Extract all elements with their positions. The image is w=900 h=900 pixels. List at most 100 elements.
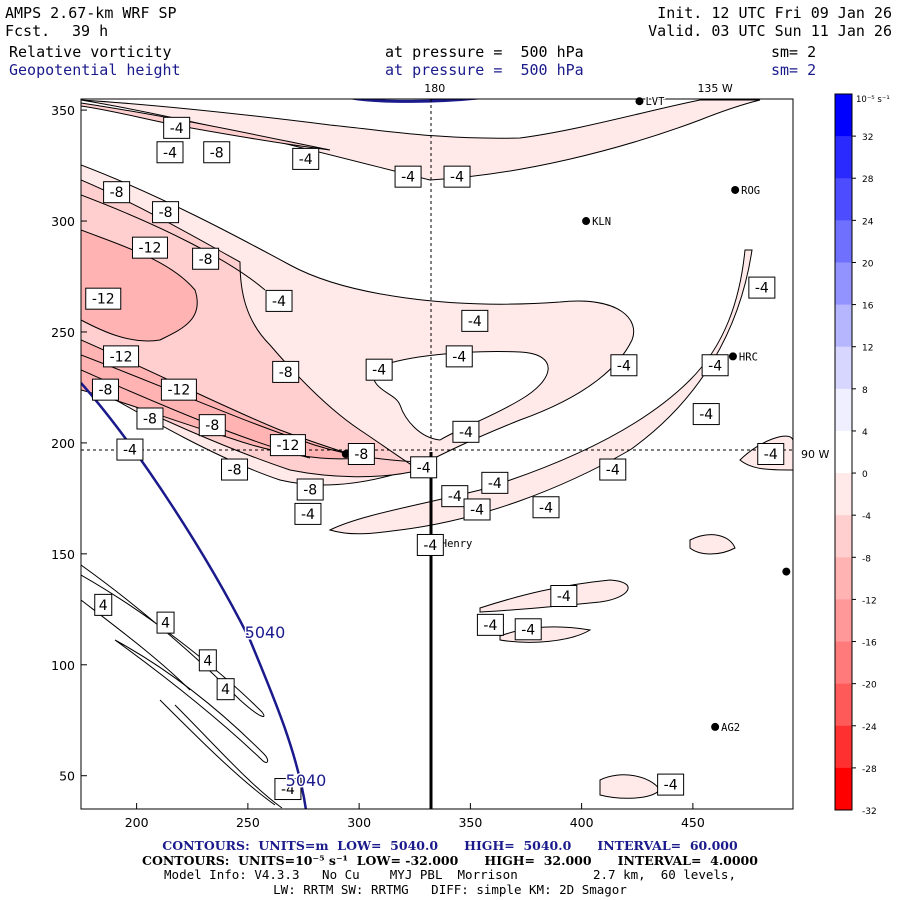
valid-time: Valid. 03 UTC Sun 11 Jan 26 [648,22,892,40]
contour-label: -4 [459,425,473,441]
colorbar-swatch [835,473,852,516]
contour-label-box [657,773,685,796]
contour-label: -4 [470,502,484,518]
colorbar-label: -12 [862,596,877,606]
contour-label-box [131,236,168,259]
y-tick-label: 50 [59,769,75,784]
field2-smoothing: sm= 2 [771,61,817,79]
height-contour-info: CONTOURS: UNITS=m LOW= 5040.0 HIGH= 5040… [162,838,738,853]
colorbar-unit: 10⁻⁵ s⁻¹ [856,95,890,105]
colorbar-frame [834,93,853,811]
contour-label: -4 [170,121,184,137]
positive-streak-2 [114,639,269,763]
y-tick-label: 350 [51,103,75,118]
contour-label-box [550,585,578,607]
colorbar-label: 20 [862,259,874,269]
field1-name: Relative vorticity [9,43,172,61]
station-label: Henry [441,538,473,550]
contour-label-box [272,360,300,383]
contour-label: 4 [99,598,108,614]
colorbar-label: 24 [862,217,874,227]
x-tick-label: 200 [125,815,149,830]
contour-label: -4 [401,170,415,186]
colorbar-swatch [835,220,852,263]
contour-label: -4 [272,294,286,310]
contour-label: -4 [299,152,313,168]
contour-label-box [701,354,729,377]
colorbar-swatch [835,430,852,474]
colorbar-label: -16 [862,639,877,649]
contour-label-box [452,420,480,443]
contour-label: -4 [372,363,386,379]
contour-label: -8 [110,185,124,201]
model-title: AMPS 2.67-km WRF SP [5,4,177,22]
vort-streak-top [81,99,761,181]
contour-label: -4 [617,358,631,374]
vort-arc [328,249,753,535]
field1-level: at pressure = 500 hPa [385,43,584,61]
contour-label-box [163,116,191,139]
colorbar-label: 8 [862,386,868,396]
contour-label-box [410,456,438,479]
y-tick-label: 100 [51,658,75,673]
contour-label: -8 [159,205,173,221]
contour-label-box [216,678,235,701]
contour-label: -4 [452,349,466,365]
colorbar-swatch [835,304,852,348]
height-contour-label: 5040 [286,771,327,790]
contour-label-box [463,498,491,521]
contour-label-box [221,458,249,481]
station-label: HRC [739,351,758,363]
y-tick-label: 200 [51,436,75,451]
vorticity-contour-info: CONTOURS: UNITS=10⁻⁵ s⁻¹ LOW= -32.000 HI… [142,853,758,868]
contour-label-box [203,141,231,164]
contour-label: -12 [92,292,115,308]
colorbar-swatch [835,557,852,600]
colorbar-swatch [835,136,852,179]
contour-label: -4 [468,314,482,330]
colorbar-swatch [835,641,852,685]
colorbar-swatch [835,262,852,306]
contour-label-box [152,201,180,224]
contour-label-box [292,147,320,170]
station-marker [711,722,720,731]
station-marker [728,352,737,361]
station-label: KLN [592,216,611,228]
field1-smoothing: sm= 2 [771,43,817,61]
colorbar-label: 28 [862,175,874,185]
colorbar-label: 12 [862,344,873,354]
field2-name: Geopotential height [9,61,181,79]
x-tick-label: 350 [458,815,482,830]
colorbar-label: 32 [862,133,873,143]
contour-label: -4 [123,443,137,459]
positive-streak-3 [159,699,283,809]
contour-label-box [274,778,302,801]
contour-label-box [514,618,542,641]
forecast-label: Fcst. [5,22,51,40]
contour-label: 4 [161,616,170,632]
contour-label-box [156,611,175,634]
contour-label-box [461,309,489,332]
contour-label-box [198,649,217,672]
contour-label: -4 [699,407,713,423]
contour-label: -4 [539,500,553,516]
contour-label-box [532,496,560,519]
contour-label: 4 [221,682,230,698]
vort-patch-4 [689,534,736,555]
contour-label: -12 [110,349,133,365]
contour-label: -4 [417,460,431,476]
station-label: LVT [645,96,665,108]
colorbar-label: 16 [862,302,874,312]
contour-label: -4 [521,622,535,638]
colorbar-label: -4 [862,512,871,522]
contour-label-box [94,593,113,616]
contour-label-box [296,478,324,501]
contour-label: -4 [708,358,722,374]
station-marker [782,567,791,576]
contour-label: -12 [167,383,190,399]
contour-label-box [103,181,131,204]
station-label: ROG [741,185,760,197]
contour-label-box [294,502,322,525]
contour-label: -4 [163,145,177,161]
